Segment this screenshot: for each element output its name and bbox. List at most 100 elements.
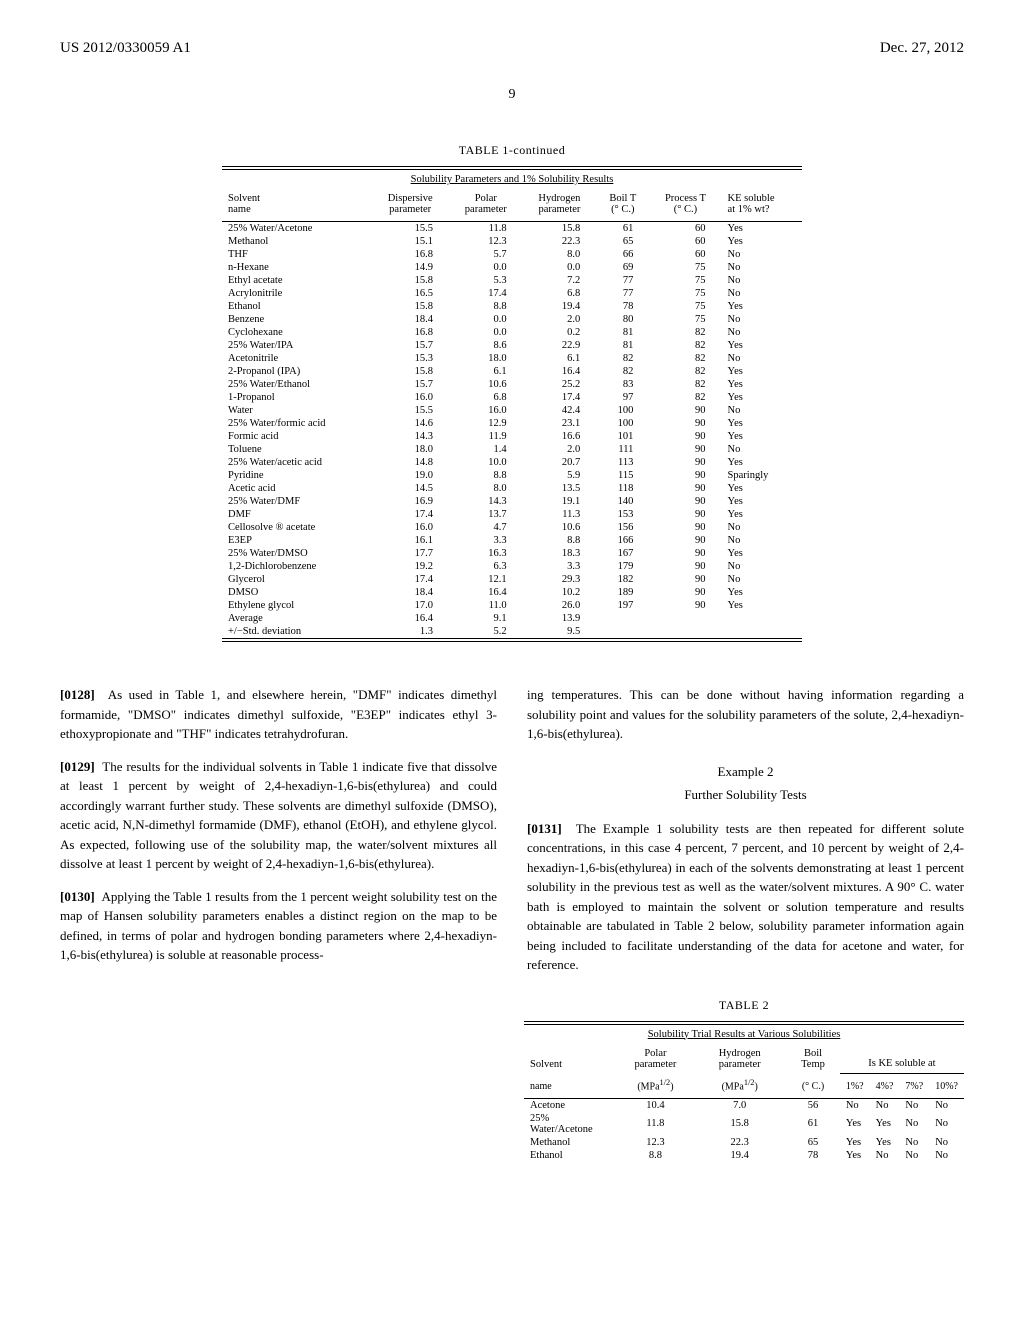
table-row: Toluene18.01.42.011190No [222, 443, 802, 456]
table-cell: 16.4 [523, 365, 597, 378]
table-1: TABLE 1-continued Solubility Parameters … [222, 143, 802, 642]
table-row: Average16.49.113.9 [222, 612, 802, 625]
table-cell: 81 [596, 339, 649, 352]
table-cell: 14.9 [371, 261, 449, 274]
table-cell: DMSO [222, 586, 371, 599]
table-cell: 15.8 [523, 222, 597, 236]
table-cell: 15.5 [371, 404, 449, 417]
table-cell: 82 [596, 365, 649, 378]
table-cell: 17.7 [371, 547, 449, 560]
table-cell: Yes [722, 430, 802, 443]
table-2: TABLE 2 Solubility Trial Results at Vari… [524, 998, 964, 1162]
table-cell: Water [222, 404, 371, 417]
table-cell: 5.9 [523, 469, 597, 482]
table-cell: No [722, 521, 802, 534]
table-cell: 65 [596, 235, 649, 248]
table-cell: 113 [596, 456, 649, 469]
table-cell: 80 [596, 313, 649, 326]
table-row: 25% Water/DMSO17.716.318.316790Yes [222, 547, 802, 560]
table-row: +/−Std. deviation1.35.29.5 [222, 625, 802, 639]
table-cell: 189 [596, 586, 649, 599]
table-row: 25% Water/acetic acid14.810.020.711390Ye… [222, 456, 802, 469]
table-cell: 11.8 [618, 1112, 694, 1136]
table-cell: 90 [649, 573, 721, 586]
table-cell: 19.1 [523, 495, 597, 508]
table-cell: 19.0 [371, 469, 449, 482]
table-cell: No [722, 352, 802, 365]
table-cell: 15.3 [371, 352, 449, 365]
table-cell: 82 [649, 391, 721, 404]
table-cell: E3EP [222, 534, 371, 547]
table-cell: 115 [596, 469, 649, 482]
table-cell: 9.1 [449, 612, 523, 625]
table-cell: 26.0 [523, 599, 597, 612]
table-cell: Yes [722, 508, 802, 521]
table-cell: Sparingly [722, 469, 802, 482]
t2-col-name: name [524, 1074, 618, 1096]
table-cell: 16.1 [371, 534, 449, 547]
table-cell: Acetic acid [222, 482, 371, 495]
table2-data: Solubility Trial Results at Various Solu… [524, 1021, 964, 1162]
t2-unit-c: (° C.) [786, 1074, 840, 1096]
table-row: E3EP16.13.38.816690No [222, 534, 802, 547]
table-cell: Ethanol [222, 300, 371, 313]
table-cell: 61 [596, 222, 649, 236]
table-cell [596, 612, 649, 625]
table-cell: Yes [870, 1112, 900, 1136]
table-cell: 13.7 [449, 508, 523, 521]
table-cell: 77 [596, 287, 649, 300]
table-row: DMSO18.416.410.218990Yes [222, 586, 802, 599]
table-cell: 179 [596, 560, 649, 573]
table-cell: No [722, 326, 802, 339]
table-cell: 69 [596, 261, 649, 274]
table-cell: Methanol [524, 1136, 618, 1149]
table-cell: 15.8 [371, 365, 449, 378]
table-cell: 22.9 [523, 339, 597, 352]
table-cell: 13.9 [523, 612, 597, 625]
table-cell: 16.5 [371, 287, 449, 300]
table-cell: 56 [786, 1098, 840, 1112]
para-num-0129: [0129] [60, 759, 95, 774]
table-cell: 1-Propanol [222, 391, 371, 404]
table-cell: n-Hexane [222, 261, 371, 274]
table-cell: 18.0 [371, 443, 449, 456]
table-cell: 16.3 [449, 547, 523, 560]
table-row: Cyclohexane16.80.00.28182No [222, 326, 802, 339]
table-cell: 15.8 [693, 1112, 786, 1136]
table-row: Glycerol17.412.129.318290No [222, 573, 802, 586]
table-cell: No [722, 443, 802, 456]
para-num-0130: [0130] [60, 889, 95, 904]
table-cell: 90 [649, 469, 721, 482]
table-cell: 1.3 [371, 625, 449, 639]
table-cell: 15.5 [371, 222, 449, 236]
table-cell: Acrylonitrile [222, 287, 371, 300]
table-cell: 8.0 [449, 482, 523, 495]
table-cell: 10.4 [618, 1098, 694, 1112]
table-cell: Yes [722, 599, 802, 612]
para-0131-text: The Example 1 solubility tests are then … [527, 821, 964, 973]
table-cell: Yes [722, 456, 802, 469]
table-cell: Yes [840, 1149, 870, 1162]
t2-col-boil: Boil Temp [786, 1044, 840, 1074]
table-cell: 90 [649, 534, 721, 547]
t2-col-solvent: Solvent [524, 1044, 618, 1074]
table-cell: 82 [649, 352, 721, 365]
table-cell: Yes [722, 300, 802, 313]
table-cell: No [722, 248, 802, 261]
table-cell: 90 [649, 404, 721, 417]
table-row: Acetone10.47.056NoNoNoNo [524, 1098, 964, 1112]
table-cell: 14.3 [371, 430, 449, 443]
table-cell: 82 [649, 339, 721, 352]
table-row: 25% Water/Ethanol15.710.625.28382Yes [222, 378, 802, 391]
table-cell: Yes [870, 1136, 900, 1149]
table-cell: 166 [596, 534, 649, 547]
table-row: Methanol15.112.322.36560Yes [222, 235, 802, 248]
table-row: Acetonitrile15.318.06.18282No [222, 352, 802, 365]
para-num-0131: [0131] [527, 821, 562, 836]
table-cell: 15.8 [371, 274, 449, 287]
table-cell: 66 [596, 248, 649, 261]
table-cell: 60 [649, 222, 721, 236]
table-cell: 90 [649, 443, 721, 456]
t1-header: Solventname [222, 189, 371, 219]
t2-unit-hydrogen: (MPa1/2) [693, 1074, 786, 1096]
